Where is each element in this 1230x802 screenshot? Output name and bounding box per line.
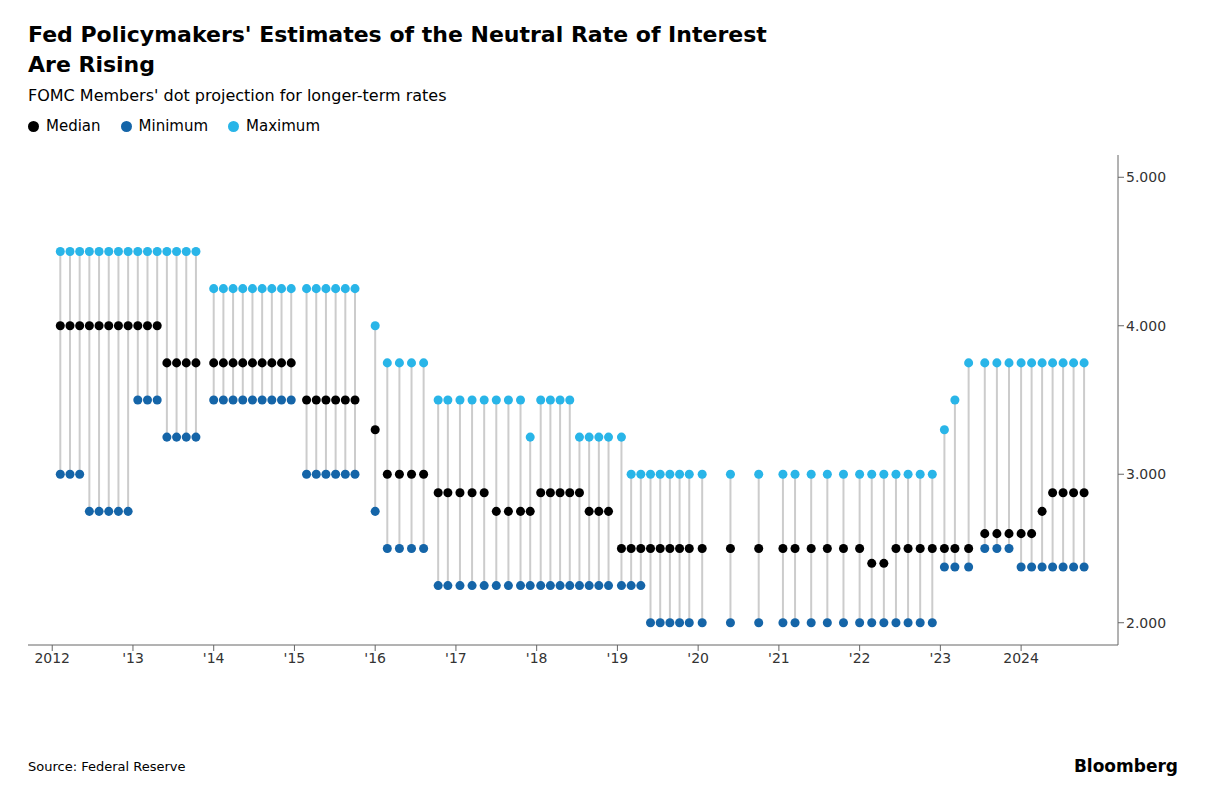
svg-text:2.000: 2.000 [1126, 615, 1166, 631]
html-text:Are Rising: Are Rising [28, 52, 155, 77]
svg-text:2012: 2012 [34, 650, 70, 666]
html-text:Maximum: Maximum [246, 117, 320, 135]
svg-text:'13: '13 [122, 650, 144, 666]
svg-text:'14: '14 [203, 650, 225, 666]
svg-text:'16: '16 [364, 650, 386, 666]
html-text:FOMC Members' dot projection f: FOMC Members' dot projection for longer-… [28, 86, 447, 105]
svg-text:'17: '17 [445, 650, 467, 666]
svg-text:'15: '15 [284, 650, 306, 666]
svg-text:'19: '19 [607, 650, 629, 666]
svg-text:'22: '22 [849, 650, 871, 666]
html-text:Minimum: Minimum [138, 117, 209, 135]
svg-text:'21: '21 [768, 650, 790, 666]
html-text:Fed Policymakers' Estimates of: Fed Policymakers' Estimates of the Neutr… [28, 22, 767, 47]
svg-text:'18: '18 [526, 650, 548, 666]
html-text:Median: Median [46, 117, 101, 135]
svg-text:3.000: 3.000 [1126, 466, 1166, 482]
svg-text:'20: '20 [687, 650, 709, 666]
svg-text:4.000: 4.000 [1126, 318, 1166, 334]
html-text:Bloomberg: Bloomberg [1073, 756, 1178, 776]
svg-text:2024: 2024 [1003, 650, 1039, 666]
svg-text:5.000: 5.000 [1126, 169, 1166, 185]
html-text:Source: Federal Reserve: Source: Federal Reserve [28, 759, 186, 774]
svg-text:'23: '23 [930, 650, 952, 666]
